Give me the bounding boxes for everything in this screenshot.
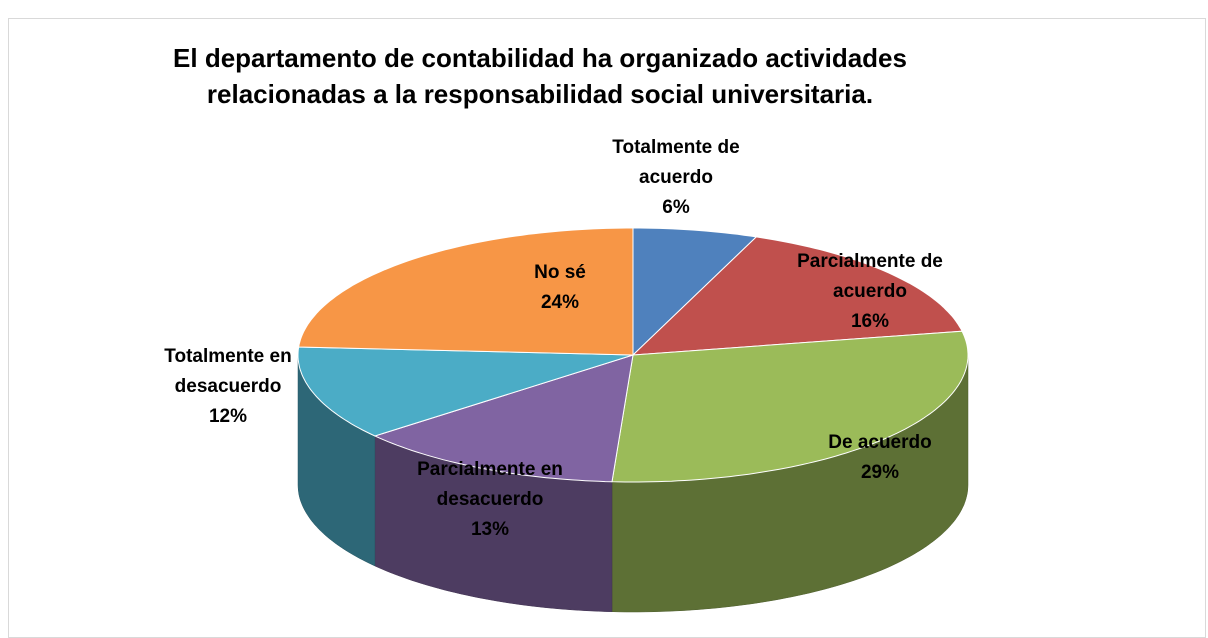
data-label: Parcialmente en desacuerdo 13%: [400, 455, 580, 545]
data-label: De acuerdo 29%: [790, 428, 970, 488]
chart-title: El departamento de contabilidad ha organ…: [173, 43, 907, 109]
slice: [297, 346, 634, 437]
data-label: Totalmente en desacuerdo 12%: [138, 342, 318, 432]
label-value: 16%: [850, 311, 890, 332]
label-category: Totalmente de acuerdo: [612, 137, 740, 188]
label-category: De acuerdo: [828, 432, 932, 453]
label-value: 24%: [540, 292, 580, 313]
slice: [611, 330, 969, 483]
slice: [298, 227, 634, 356]
slice: [632, 227, 758, 357]
label-category: Totalmente en desacuerdo: [164, 346, 292, 397]
label-value: 12%: [208, 406, 248, 427]
label-value: 13%: [470, 519, 510, 540]
label-value: 29%: [860, 462, 900, 483]
label-category: Parcialmente en desacuerdo: [417, 459, 563, 510]
slice: [631, 236, 963, 356]
data-label: Totalmente de acuerdo 6%: [586, 133, 766, 223]
label-category: No sé: [534, 262, 586, 283]
data-label: No sé 24%: [470, 258, 650, 318]
slice-sides: [297, 354, 969, 613]
label-category: Parcialmente de acuerdo: [797, 251, 943, 302]
slice: [373, 354, 634, 483]
label-value: 6%: [662, 197, 690, 218]
data-label: Parcialmente de acuerdo 16%: [780, 247, 960, 337]
